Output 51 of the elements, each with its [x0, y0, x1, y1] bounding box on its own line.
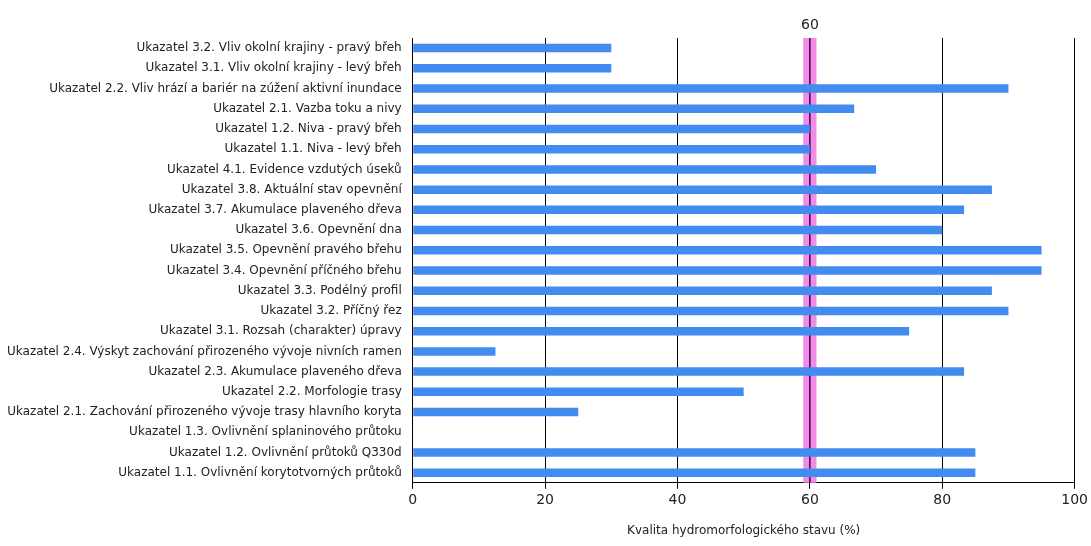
- y-tick-label: Ukazatel 3.2. Příčný řez: [260, 303, 402, 318]
- y-tick-label: Ukazatel 3.2. Vliv okolní krajiny - pravý břeh: [136, 40, 402, 55]
- bar: [413, 165, 877, 174]
- bar: [413, 367, 965, 376]
- y-tick-label: Ukazatel 1.2. Niva - pravý břeh: [215, 121, 402, 136]
- y-tick-label: Ukazatel 1.1. Ovlivnění korytotvorných průtoků: [118, 464, 402, 479]
- x-tick-label: 0: [408, 490, 418, 507]
- bar: [413, 43, 612, 53]
- y-tick-label: Ukazatel 3.1. Vliv okolní krajiny - levý břeh: [145, 60, 402, 75]
- y-tick-label: Ukazatel 3.1. Rozsah (charakter) úpravy: [160, 323, 402, 338]
- y-tick-label: Ukazatel 3.6. Opevnění dna: [235, 222, 402, 237]
- y-tick-label: Ukazatel 2.4. Výskyt zachování přirozeného vývoje nivních ramen: [7, 343, 402, 358]
- x-tick-label: 60: [800, 490, 819, 507]
- bar: [413, 448, 976, 457]
- y-tick-label: Ukazatel 2.1. Vazba toku a nivy: [213, 100, 402, 115]
- bar: [413, 205, 965, 215]
- x-tick-label: 40: [668, 490, 687, 507]
- bar: [413, 468, 976, 477]
- bar: [413, 286, 992, 295]
- bar: [413, 104, 855, 114]
- bar: [413, 266, 1042, 275]
- y-tick-label: Ukazatel 4.1. Evidence vzdutých úseků: [166, 161, 402, 176]
- bar: [413, 347, 496, 356]
- bar: [413, 124, 810, 134]
- x-axis-title: Kvalita hydromorfologického stavu (%): [627, 522, 861, 537]
- y-tick-label: Ukazatel 3.4. Opevnění příčného břehu: [166, 262, 402, 277]
- y-tick-label: Ukazatel 1.1. Niva - levý břeh: [224, 141, 402, 156]
- bar: [413, 64, 612, 73]
- x-tick-label: 100: [1061, 490, 1089, 507]
- bar: [413, 144, 810, 154]
- bar: [413, 185, 992, 194]
- y-tick-label: Ukazatel 2.3. Akumulace plaveného dřeva: [148, 363, 402, 378]
- bar: [413, 246, 1042, 255]
- y-tick-label: Ukazatel 2.1. Zachování přirozeného vývoje trasy hlavního koryta: [7, 404, 402, 419]
- bar: [413, 306, 1009, 316]
- bar: [413, 225, 943, 235]
- y-tick-label: Ukazatel 1.3. Ovlivnění splaninového průtoku: [129, 424, 402, 439]
- bar: [413, 326, 910, 336]
- ref-line-label: 60: [800, 15, 819, 32]
- bar: [413, 387, 744, 397]
- y-tick-label: Ukazatel 3.5. Opevnění pravého břehu: [169, 242, 402, 257]
- x-tick-label: 20: [536, 490, 555, 507]
- bar: [413, 407, 579, 417]
- bar: [413, 84, 1009, 93]
- y-tick-label: Ukazatel 2.2. Morfologie trasy: [221, 383, 402, 398]
- y-tick-label: Ukazatel 2.2. Vliv hrází a bariér na zúžení aktivní inundace: [49, 80, 402, 95]
- y-tick-label: Ukazatel 3.8. Aktuální stav opevnění: [181, 181, 403, 196]
- y-tick-label: Ukazatel 3.7. Akumulace plaveného dřeva: [148, 201, 402, 216]
- x-tick-label: 80: [933, 490, 952, 507]
- y-tick-label: Ukazatel 1.2. Ovlivnění průtoků Q330d: [169, 444, 402, 459]
- y-tick-label: Ukazatel 3.3. Podélný profil: [237, 282, 402, 297]
